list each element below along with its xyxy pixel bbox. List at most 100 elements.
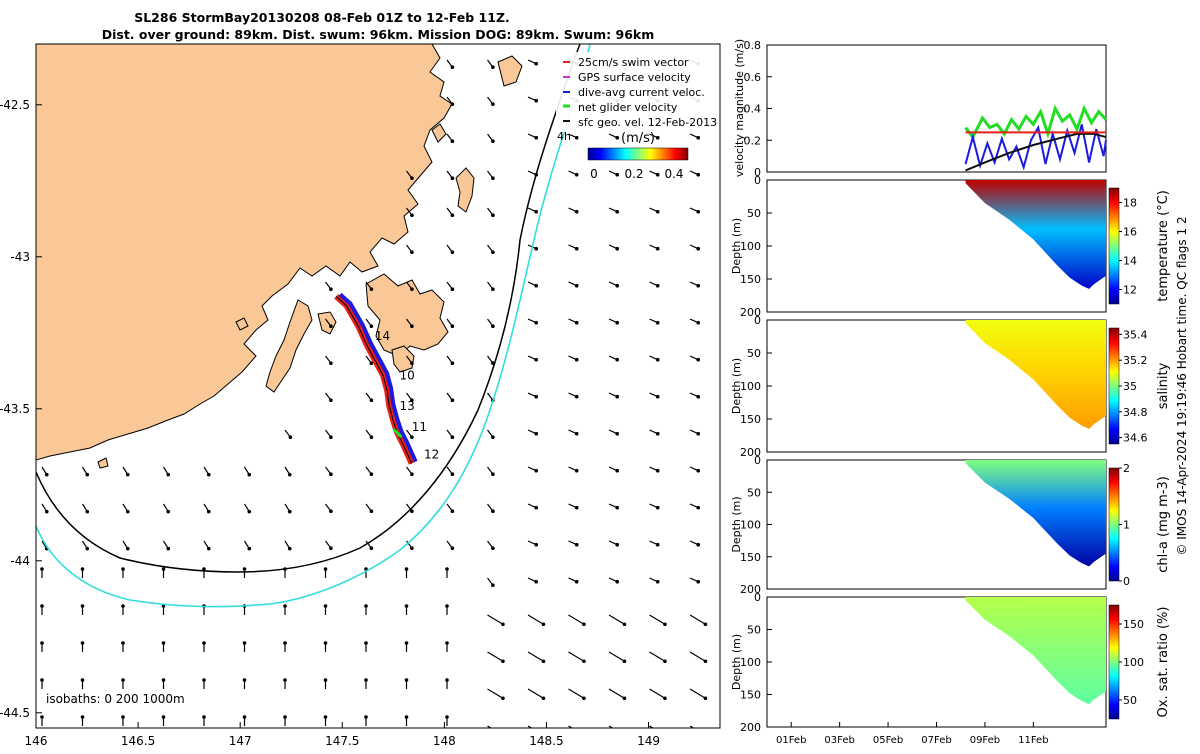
current-vector-head xyxy=(574,135,579,140)
current-vector-head xyxy=(329,472,333,477)
colorbar-tick-label: 14 xyxy=(1123,255,1137,268)
velocity-series-line xyxy=(964,104,1108,140)
current-vector-head xyxy=(541,622,546,627)
current-vector-head xyxy=(44,509,49,514)
isobath-1000m xyxy=(36,44,591,608)
depth-tick-label: 0 xyxy=(754,454,761,467)
current-vector-head xyxy=(655,468,660,473)
current-vector-head xyxy=(404,715,409,719)
velocity-y-tick-label: 0.4 xyxy=(744,103,762,116)
current-vector-head xyxy=(369,287,374,292)
current-vector-head xyxy=(615,246,620,251)
current-vector-head xyxy=(491,176,495,180)
legend-background xyxy=(556,52,716,132)
current-vector-head xyxy=(364,604,368,608)
current-vector-head xyxy=(450,324,455,329)
map-frame xyxy=(35,43,721,729)
current-vector-head xyxy=(410,546,414,550)
current-vector-head xyxy=(491,213,495,217)
current-vector-head xyxy=(655,172,660,177)
current-vector-head xyxy=(121,641,125,645)
current-vector-head xyxy=(369,398,374,403)
current-vector-head xyxy=(534,579,539,584)
velocity-y-tick-label: 0.2 xyxy=(744,134,762,147)
current-vector-head xyxy=(655,320,660,325)
colorbar-tick-label: 16 xyxy=(1123,226,1137,239)
speed-colorbar-tick: 0 xyxy=(590,167,598,181)
depth-axis-label: Depth (m) xyxy=(730,218,743,274)
velocity-y-axis-label: velocity magnitude (m/s) xyxy=(733,39,746,177)
colorbar-label: temperature (°C) xyxy=(1156,190,1171,302)
current-vector xyxy=(568,651,585,662)
track-day-label: 13 xyxy=(399,399,414,413)
current-vector-head xyxy=(655,505,660,510)
current-vector-head xyxy=(450,213,455,217)
current-vector-head xyxy=(574,209,579,214)
current-vector-head xyxy=(582,659,586,664)
current-vector-head xyxy=(450,102,455,106)
current-vector-head xyxy=(166,472,171,477)
profile-colorbar xyxy=(1108,327,1120,445)
current-vector-head xyxy=(161,641,166,645)
colorbar-tick-label: 35.2 xyxy=(1123,354,1148,367)
current-vector-head xyxy=(696,135,701,140)
current-vector-head xyxy=(450,509,455,513)
current-vector-head xyxy=(703,659,708,664)
current-vector-head xyxy=(574,394,579,399)
current-vector-head xyxy=(404,678,409,682)
profile-colorbar xyxy=(1108,467,1120,582)
current-vector-head xyxy=(364,715,368,719)
colorbar-label: salinity xyxy=(1156,362,1171,409)
current-vector-head xyxy=(450,361,455,366)
map-x-tick-label: 146 xyxy=(25,734,48,748)
current-vector xyxy=(649,688,666,699)
current-vector-head xyxy=(655,135,660,140)
current-vector-head xyxy=(491,509,495,513)
current-vector-head xyxy=(206,509,211,514)
current-vector xyxy=(608,688,625,699)
colorbar-tick-label: 50 xyxy=(1123,694,1137,707)
maria-island xyxy=(455,167,475,213)
current-vector-head xyxy=(40,678,44,682)
velocity-y-tick-label: 0 xyxy=(754,166,761,179)
current-vector-head xyxy=(410,509,414,513)
current-vector-head xyxy=(534,135,539,140)
current-vector-head xyxy=(283,604,287,608)
map-x-tick-label: 147.5 xyxy=(325,734,359,748)
current-vector-head xyxy=(574,505,579,510)
current-vector-head xyxy=(574,431,579,436)
current-vector-head xyxy=(410,213,414,217)
isobaths-label: isobaths: 0 200 1000m xyxy=(46,692,185,706)
current-vector-head xyxy=(161,567,166,571)
speed-colorbar xyxy=(587,147,689,161)
net-velocity-segment xyxy=(392,428,403,439)
current-vector-head xyxy=(242,567,247,571)
current-vector-head xyxy=(40,567,44,571)
current-vector-head xyxy=(369,361,374,366)
colorbar-tick-label: 34.6 xyxy=(1123,432,1148,445)
current-vector-head xyxy=(206,472,211,477)
colorbar-tick-label: 35.4 xyxy=(1123,328,1148,341)
current-vector-head xyxy=(574,357,579,362)
current-vector-head xyxy=(329,324,333,329)
current-vector-head xyxy=(410,472,414,477)
current-vector-head xyxy=(615,320,620,325)
islet xyxy=(97,457,109,469)
depth-tick-label: 200 xyxy=(740,446,761,459)
current-vector-head xyxy=(703,622,708,627)
current-vector-head xyxy=(615,209,620,214)
current-vector-head xyxy=(655,431,660,436)
legend-gps-velocity: GPS surface velocity xyxy=(578,71,691,84)
current-vector-head xyxy=(202,678,206,682)
current-vector xyxy=(689,614,706,625)
depth-tick-label: 200 xyxy=(740,721,761,734)
current-vector-head xyxy=(541,696,546,701)
current-vector-head xyxy=(80,678,85,682)
current-vector-head xyxy=(615,394,620,399)
current-vector-head xyxy=(161,715,166,719)
current-vector-head xyxy=(410,176,414,180)
map-x-tick-label: 147 xyxy=(229,734,252,748)
time-axis: 01Feb 03Feb 05Feb 07Feb 09Feb 11Feb xyxy=(776,722,1049,746)
current-vector xyxy=(689,688,706,699)
depth-tick-label: 100 xyxy=(740,380,761,393)
